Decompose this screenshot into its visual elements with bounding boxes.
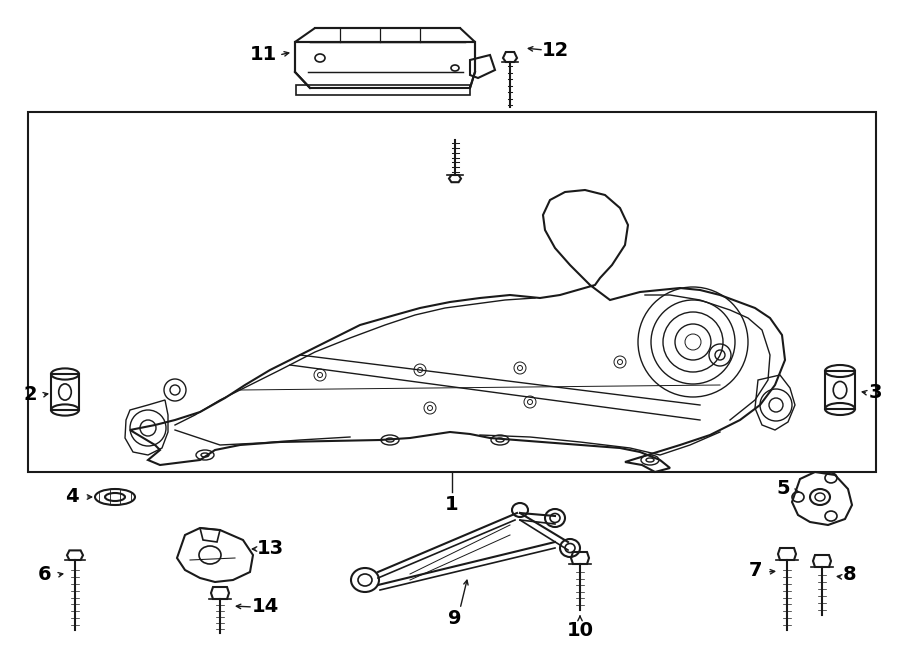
Text: 2: 2 — [23, 385, 37, 405]
Text: 6: 6 — [38, 566, 52, 584]
Text: 3: 3 — [868, 383, 882, 403]
Text: 10: 10 — [566, 621, 593, 639]
Text: 9: 9 — [448, 609, 462, 627]
Text: 14: 14 — [251, 598, 279, 617]
Text: 5: 5 — [776, 479, 790, 498]
Text: 11: 11 — [249, 46, 276, 65]
Text: 8: 8 — [843, 566, 857, 584]
Text: 4: 4 — [65, 488, 79, 506]
Text: 12: 12 — [542, 40, 569, 59]
Bar — [825, 371, 855, 409]
Bar — [51, 374, 79, 410]
Text: 1: 1 — [446, 494, 459, 514]
Text: 13: 13 — [256, 539, 284, 557]
Text: 7: 7 — [748, 561, 761, 580]
Bar — [28, 112, 876, 472]
